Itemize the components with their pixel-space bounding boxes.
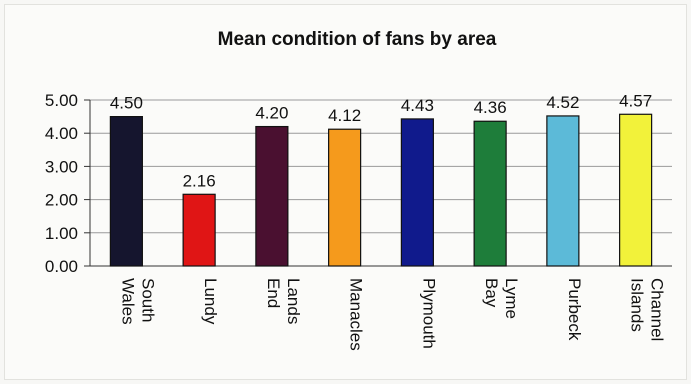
data-label: 4.20 [255, 104, 288, 123]
chart-title: Mean condition of fans by area [218, 29, 497, 50]
y-tick-label: 5.00 [45, 91, 78, 110]
category-label: Manacles [347, 278, 366, 351]
category-label: Lyme [502, 278, 521, 319]
category-label: Channel [648, 278, 667, 341]
data-label: 4.50 [110, 94, 143, 113]
data-label: 4.52 [546, 93, 579, 112]
y-tick-label: 0.00 [45, 257, 78, 276]
bar [619, 113, 653, 267]
data-label: 2.16 [183, 171, 216, 190]
data-label: 4.36 [474, 98, 507, 117]
category-label: Islands [628, 278, 647, 332]
bar [400, 118, 434, 267]
category-label: Purbeck [565, 278, 584, 341]
y-axis-ticks: 0.00 1.00 2.00 3.00 4.00 5.00 [45, 91, 78, 276]
category-label: Plymouth [419, 278, 438, 349]
y-tick-label: 3.00 [45, 157, 78, 176]
bar [182, 193, 216, 267]
category-label: Bay [482, 278, 501, 308]
data-labels: 4.50 2.16 4.20 4.12 4.43 4.36 4.52 4.57 [110, 91, 652, 190]
axes [84, 99, 672, 267]
bar [255, 125, 289, 267]
data-label: 4.43 [401, 96, 434, 115]
y-tick-label: 1.00 [45, 224, 78, 243]
y-tick-label: 2.00 [45, 191, 78, 210]
category-label: Lundy [201, 278, 220, 325]
category-label: End [264, 278, 283, 308]
category-label: South [138, 278, 157, 322]
bar [328, 128, 362, 267]
bars [109, 113, 653, 267]
data-label: 4.12 [328, 106, 361, 125]
y-tick-label: 4.00 [45, 124, 78, 143]
data-label: 4.57 [619, 91, 652, 110]
category-label: Lands [284, 278, 303, 324]
category-label: Wales [118, 278, 137, 325]
bar [546, 115, 580, 267]
gridlines [90, 99, 672, 234]
bar [473, 120, 507, 267]
bar [109, 115, 143, 267]
